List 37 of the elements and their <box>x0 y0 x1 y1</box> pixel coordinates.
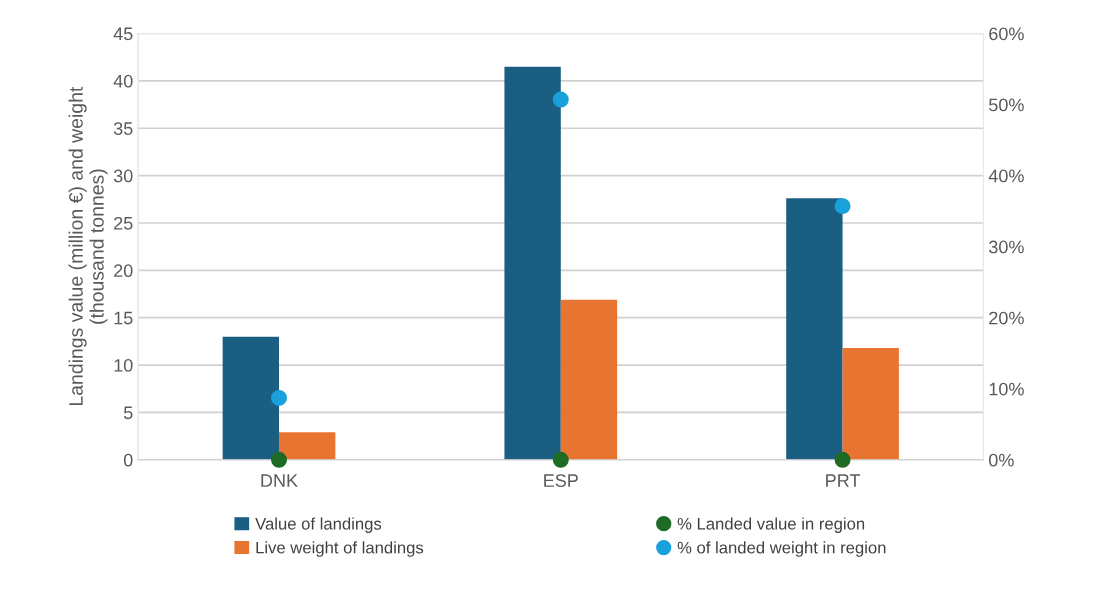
y2-tick-label: 20% <box>989 311 1024 325</box>
legend-label: % Landed value in region <box>677 517 865 533</box>
y2-tick-label: 40% <box>988 169 1024 183</box>
x-tick-label: PRT <box>826 474 861 487</box>
y2-tick-label: 30% <box>989 240 1024 254</box>
legend-label: Live weight of landings <box>256 541 424 557</box>
bar <box>504 66 561 460</box>
bar <box>279 432 336 460</box>
bar <box>222 336 280 460</box>
point <box>271 451 287 468</box>
y2-tick-label: 60% <box>989 27 1024 41</box>
x-tick-label: DNK <box>261 474 298 487</box>
point <box>834 198 851 215</box>
point <box>552 91 569 108</box>
y-axis-title: Landings value (million €) and weight (thousand tonnes) <box>68 86 108 406</box>
x-tick-label: ESP <box>544 474 578 487</box>
y-tick-label: 40 <box>113 74 133 88</box>
y-tick-label: 15 <box>114 311 133 325</box>
legend-label: % of landed weight in region <box>677 541 886 557</box>
y-tick-label: 30 <box>113 169 133 183</box>
y-tick-label: 25 <box>114 216 133 230</box>
bar <box>842 348 899 460</box>
legend-label: Value of landings <box>255 517 382 533</box>
y-tick-label: 0 <box>123 453 133 467</box>
point <box>271 390 287 406</box>
y2-tick-label: 50% <box>989 98 1024 112</box>
y-tick-label: 35 <box>113 122 133 135</box>
y2-tick-label: 10% <box>989 382 1024 396</box>
bar <box>560 299 618 460</box>
y2-tick-label: 0% <box>989 453 1014 467</box>
y-tick-label: 20 <box>114 264 133 278</box>
point <box>834 451 851 468</box>
y-tick-label: 5 <box>123 406 133 420</box>
y-tick-label: 45 <box>113 27 133 41</box>
bar <box>786 198 843 460</box>
y-tick-label: 10 <box>114 359 133 372</box>
point <box>552 451 569 468</box>
